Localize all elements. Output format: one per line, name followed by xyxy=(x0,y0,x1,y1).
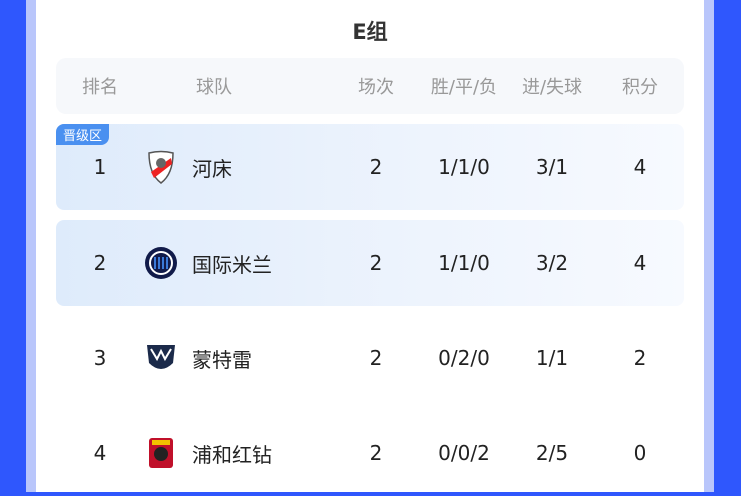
monterrey-crest-icon xyxy=(144,341,178,375)
points: 0 xyxy=(633,441,647,465)
played: 2 xyxy=(369,441,383,465)
table-row[interactable]: 4 浦和红钻 2 0/0/2 2/5 0 xyxy=(56,410,684,496)
wdl: 0/2/0 xyxy=(438,346,490,370)
team-name: 国际米兰 xyxy=(192,252,272,277)
table-header: 排名 球队 场次 胜/平/负 进/失球 积分 xyxy=(56,58,684,114)
rank: 1 xyxy=(93,155,107,179)
header-rank: 排名 xyxy=(82,77,118,98)
wdl: 0/0/2 xyxy=(438,441,490,465)
goals: 1/1 xyxy=(535,346,569,370)
wdl: 1/1/0 xyxy=(438,155,490,179)
played: 2 xyxy=(369,251,383,275)
points: 4 xyxy=(633,155,647,179)
goals: 3/2 xyxy=(535,251,569,275)
inter-milan-crest-icon xyxy=(144,246,178,280)
header-wdl: 胜/平/负 xyxy=(430,77,498,98)
header-goals: 进/失球 xyxy=(521,77,583,98)
wdl: 1/1/0 xyxy=(438,251,490,275)
team-name: 河床 xyxy=(192,156,232,181)
goals: 2/5 xyxy=(535,441,569,465)
header-team: 球队 xyxy=(196,77,232,98)
standings-card: E组 排名 球队 场次 胜/平/负 进/失球 积分 晋级区 1 河床 2 1/1… xyxy=(36,0,704,492)
points: 2 xyxy=(633,346,647,370)
team-name: 蒙特雷 xyxy=(192,347,252,372)
table-row[interactable]: 晋级区 1 河床 2 1/1/0 3/1 4 xyxy=(56,124,684,210)
table-row[interactable]: 2 国际米兰 2 1/1/0 3/2 4 xyxy=(56,220,684,306)
rank: 3 xyxy=(93,346,107,370)
right-border xyxy=(704,0,714,492)
left-border xyxy=(26,0,36,492)
rank: 4 xyxy=(93,441,107,465)
river-plate-crest-icon xyxy=(144,150,178,184)
points: 4 xyxy=(633,251,647,275)
rank: 2 xyxy=(93,251,107,275)
goals: 3/1 xyxy=(535,155,569,179)
played: 2 xyxy=(369,346,383,370)
urawa-reds-crest-icon xyxy=(144,436,178,470)
header-played: 场次 xyxy=(358,77,394,98)
header-points: 积分 xyxy=(622,77,658,98)
qualify-badge: 晋级区 xyxy=(56,124,110,145)
played: 2 xyxy=(369,155,383,179)
team-name: 浦和红钻 xyxy=(192,442,272,467)
group-title: E组 xyxy=(352,20,388,44)
table-row[interactable]: 3 蒙特雷 2 0/2/0 1/1 2 xyxy=(56,315,684,401)
